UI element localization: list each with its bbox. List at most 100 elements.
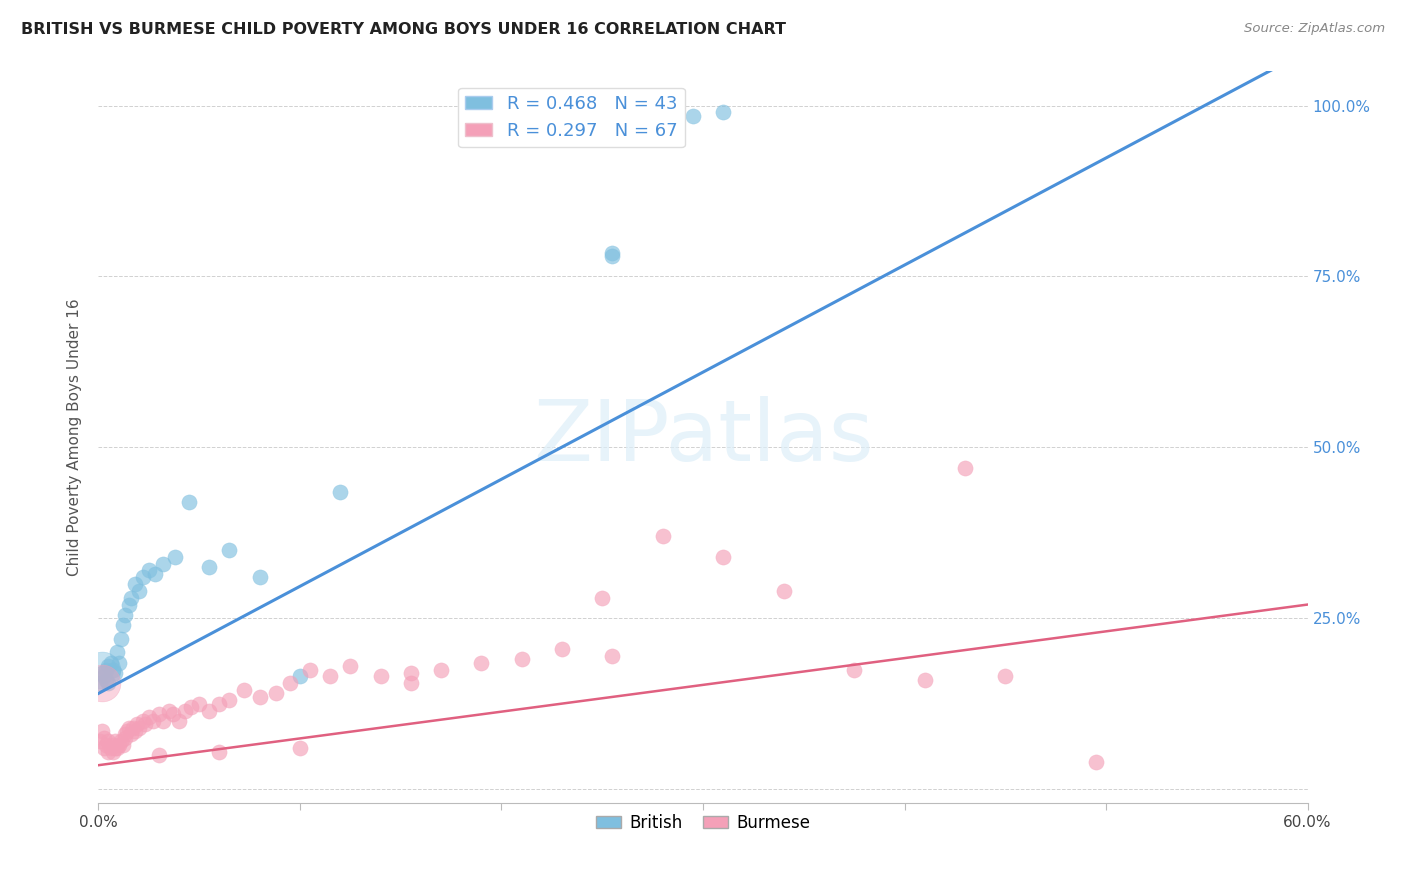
Point bbox=[142, 714, 165, 728]
Point bbox=[103, 665, 125, 680]
Point bbox=[138, 563, 160, 577]
Point bbox=[711, 549, 734, 564]
Point bbox=[111, 738, 134, 752]
Point bbox=[114, 607, 136, 622]
Point bbox=[953, 460, 976, 475]
Point bbox=[520, 109, 543, 123]
Point bbox=[319, 669, 342, 683]
Point bbox=[249, 570, 271, 584]
Point bbox=[329, 484, 352, 499]
Point bbox=[288, 741, 311, 756]
Point bbox=[125, 717, 148, 731]
Point bbox=[339, 659, 361, 673]
Point bbox=[148, 706, 170, 721]
Point bbox=[682, 109, 704, 123]
Point bbox=[581, 105, 603, 120]
Point bbox=[218, 542, 240, 557]
Point bbox=[114, 731, 136, 745]
Point bbox=[299, 663, 322, 677]
Point bbox=[114, 727, 136, 741]
Point bbox=[540, 105, 562, 120]
Point bbox=[96, 673, 118, 687]
Point bbox=[128, 721, 150, 735]
Point bbox=[132, 714, 155, 728]
Point bbox=[121, 721, 143, 735]
Point bbox=[264, 686, 287, 700]
Point bbox=[501, 105, 523, 120]
Point bbox=[107, 656, 129, 670]
Point bbox=[115, 724, 138, 739]
Point bbox=[152, 714, 174, 728]
Point bbox=[591, 591, 613, 605]
Point bbox=[641, 109, 664, 123]
Point bbox=[198, 704, 221, 718]
Text: Source: ZipAtlas.com: Source: ZipAtlas.com bbox=[1244, 22, 1385, 36]
Point bbox=[510, 652, 533, 666]
Point bbox=[89, 676, 111, 690]
Point bbox=[249, 690, 271, 704]
Point bbox=[103, 734, 125, 748]
Point bbox=[91, 665, 114, 680]
Point bbox=[772, 583, 794, 598]
Point bbox=[132, 570, 155, 584]
Point bbox=[470, 656, 492, 670]
Text: ZIPatlas: ZIPatlas bbox=[533, 395, 873, 479]
Point bbox=[91, 663, 114, 677]
Point bbox=[163, 549, 186, 564]
Point bbox=[93, 731, 115, 745]
Point bbox=[148, 747, 170, 762]
Point bbox=[105, 741, 128, 756]
Point bbox=[188, 697, 211, 711]
Point bbox=[107, 738, 129, 752]
Point bbox=[481, 109, 503, 123]
Point bbox=[103, 741, 125, 756]
Point bbox=[232, 683, 254, 698]
Point bbox=[162, 706, 184, 721]
Point bbox=[602, 249, 624, 263]
Point bbox=[711, 105, 734, 120]
Point bbox=[167, 714, 190, 728]
Point bbox=[118, 721, 141, 735]
Point bbox=[100, 741, 122, 756]
Legend: British, Burmese: British, Burmese bbox=[589, 807, 817, 838]
Point bbox=[288, 669, 311, 683]
Point bbox=[97, 734, 120, 748]
Point bbox=[561, 109, 583, 123]
Y-axis label: Child Poverty Among Boys Under 16: Child Poverty Among Boys Under 16 bbox=[67, 298, 83, 576]
Point bbox=[621, 105, 644, 120]
Point bbox=[128, 583, 150, 598]
Point bbox=[198, 560, 221, 574]
Point bbox=[651, 529, 673, 543]
Point bbox=[101, 745, 124, 759]
Point bbox=[602, 648, 624, 663]
Point bbox=[551, 642, 574, 657]
Point bbox=[602, 245, 624, 260]
Point bbox=[91, 724, 114, 739]
Point bbox=[914, 673, 936, 687]
Point bbox=[1085, 755, 1108, 769]
Point bbox=[278, 676, 301, 690]
Point bbox=[120, 727, 142, 741]
Point bbox=[399, 665, 422, 680]
Point bbox=[110, 632, 132, 646]
Point bbox=[97, 676, 120, 690]
Point bbox=[124, 577, 146, 591]
Point bbox=[96, 738, 118, 752]
Point bbox=[96, 663, 118, 677]
Text: BRITISH VS BURMESE CHILD POVERTY AMONG BOYS UNDER 16 CORRELATION CHART: BRITISH VS BURMESE CHILD POVERTY AMONG B… bbox=[21, 22, 786, 37]
Point bbox=[844, 663, 866, 677]
Point bbox=[105, 645, 128, 659]
Point bbox=[97, 745, 120, 759]
Point bbox=[157, 704, 180, 718]
Point bbox=[100, 656, 122, 670]
Point bbox=[93, 669, 115, 683]
Point bbox=[110, 734, 132, 748]
Point bbox=[180, 700, 202, 714]
Point bbox=[97, 659, 120, 673]
Point bbox=[134, 717, 156, 731]
Point bbox=[138, 710, 160, 724]
Point bbox=[118, 598, 141, 612]
Point bbox=[399, 676, 422, 690]
Point bbox=[994, 669, 1017, 683]
Point bbox=[91, 676, 114, 690]
